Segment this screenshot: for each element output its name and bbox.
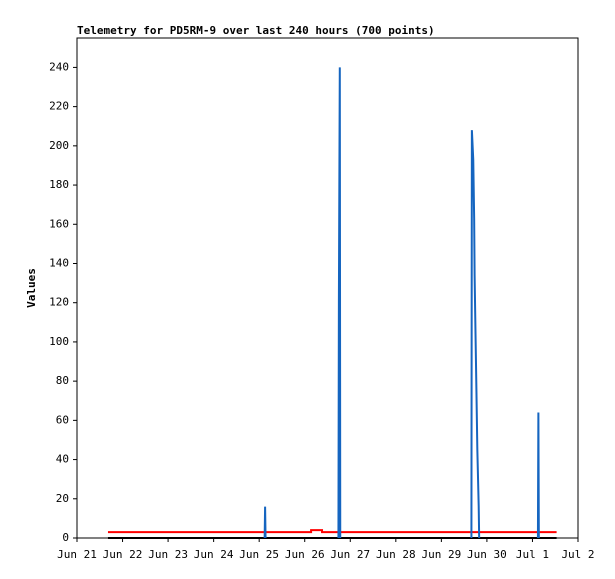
y-tick-label: 200 — [49, 139, 69, 152]
x-tick-label: Jun 28 — [376, 548, 416, 561]
y-tick-label: 0 — [62, 531, 69, 544]
x-tick-label: Jun 27 — [330, 548, 370, 561]
plot-frame — [76, 37, 579, 539]
line-series — [107, 529, 557, 534]
y-tick-label: 100 — [49, 335, 69, 348]
y-tick-label: 60 — [56, 413, 69, 426]
y-axis-title: Values — [25, 268, 38, 308]
x-tick-label: Jul 1 — [516, 548, 549, 561]
y-tick-label: 160 — [49, 217, 69, 230]
y-tick-label: 140 — [49, 256, 69, 269]
y-tick-label: 120 — [49, 296, 69, 309]
x-tick-label: Jun 25 — [239, 548, 279, 561]
line-series — [263, 67, 540, 539]
y-tick-label: 180 — [49, 178, 69, 191]
y-tick-label: 240 — [49, 60, 69, 73]
y-tick-label: 220 — [49, 100, 69, 113]
y-tick-label: 20 — [56, 492, 69, 505]
y-tick-label: 40 — [56, 453, 69, 466]
x-tick-label: Jun 26 — [285, 548, 325, 561]
x-tick-label: Jul 2 — [561, 548, 594, 561]
y-tick-label: 80 — [56, 374, 69, 387]
chart-title: Telemetry for PD5RM-9 over last 240 hour… — [77, 24, 435, 37]
x-tick-label: Jun 21 — [57, 548, 97, 561]
x-tick-label: Jun 29 — [421, 548, 461, 561]
x-tick-label: Jun 22 — [103, 548, 143, 561]
x-tick-label: Jun 24 — [194, 548, 234, 561]
x-tick-label: Jun 30 — [467, 548, 507, 561]
x-tick-label: Jun 23 — [148, 548, 188, 561]
